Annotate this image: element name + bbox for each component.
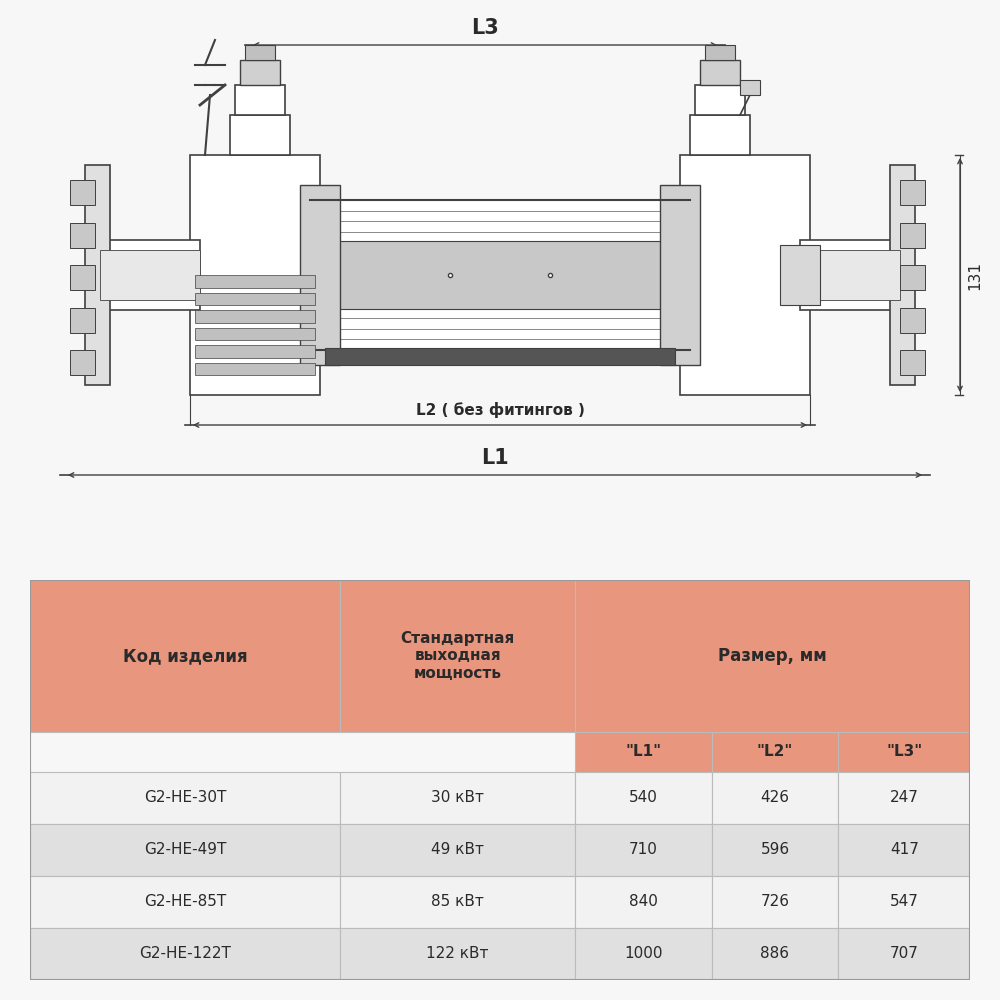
Bar [30,928,340,980]
Bar [575,928,712,980]
Bar [85,165,110,385]
Text: "L3": "L3" [886,744,922,760]
Text: 726: 726 [760,894,789,910]
Text: 30 кВт: 30 кВт [431,790,484,806]
Bar [240,60,280,85]
Bar [712,732,838,772]
Text: G2-HE-122T: G2-HE-122T [139,946,231,962]
Bar [100,250,200,300]
Text: L3: L3 [471,17,499,37]
Bar [300,185,340,365]
Bar [310,241,690,309]
Bar [900,223,925,247]
Bar [838,772,970,824]
Text: "L2": "L2" [757,744,793,760]
Bar [30,824,340,876]
Bar [695,85,745,115]
Text: 49 кВт: 49 кВт [431,842,484,857]
Text: 547: 547 [890,894,919,910]
Text: L2 ( без фитингов ): L2 ( без фитингов ) [416,401,584,418]
Bar [195,345,315,358]
Bar [712,772,838,824]
Bar [70,180,95,205]
Bar [70,350,95,375]
Bar [575,824,712,876]
Text: Стандартная
выходная
мощность: Стандартная выходная мощность [401,631,515,681]
Bar [890,165,915,385]
Bar [195,292,315,305]
Text: 85 кВт: 85 кВт [431,894,484,910]
Bar [712,824,838,876]
Bar [838,732,970,772]
Text: 710: 710 [629,842,658,857]
Bar [700,60,740,85]
Bar [195,310,315,322]
Text: G2-HE-49T: G2-HE-49T [144,842,226,857]
Text: L1: L1 [481,448,509,468]
Bar [340,824,575,876]
Text: 247: 247 [890,790,919,806]
Text: "L1": "L1" [625,744,661,760]
Text: 1000: 1000 [624,946,663,962]
Text: 426: 426 [760,790,789,806]
Text: 596: 596 [760,842,790,857]
Bar [195,328,315,340]
Bar [900,180,925,205]
Bar [575,732,712,772]
Bar [100,240,200,310]
Bar [838,928,970,980]
Text: 840: 840 [629,894,658,910]
Bar [705,45,735,60]
Text: G2-HE-85T: G2-HE-85T [144,894,226,910]
Bar [575,772,712,824]
Bar [740,80,760,95]
Bar [712,928,838,980]
Text: 131: 131 [968,260,982,290]
Bar [800,240,900,310]
Bar [195,275,315,288]
Bar [680,155,810,395]
Bar [575,876,712,928]
Text: 122 кВт: 122 кВт [426,946,489,962]
Bar [780,245,820,305]
Bar [310,200,690,350]
Bar [340,772,575,824]
Bar [900,308,925,332]
Bar [195,362,315,375]
Bar [838,824,970,876]
Bar [325,348,675,365]
Bar [660,185,700,365]
Bar [900,350,925,375]
Bar [340,928,575,980]
Bar [235,85,285,115]
Bar [575,580,970,732]
Bar [30,876,340,928]
Bar [245,45,275,60]
Bar [340,580,575,732]
Bar [70,308,95,332]
Text: G2-HE-30T: G2-HE-30T [144,790,226,806]
Bar [340,876,575,928]
Text: 417: 417 [890,842,919,857]
Text: 886: 886 [760,946,789,962]
Bar [190,155,320,395]
Bar [30,772,340,824]
Bar [800,250,900,300]
Text: 540: 540 [629,790,658,806]
Bar [30,580,340,732]
Bar [838,876,970,928]
Bar [70,265,95,290]
Bar [900,265,925,290]
Text: 707: 707 [890,946,919,962]
Bar [690,115,750,155]
Bar [230,115,290,155]
Text: Код изделия: Код изделия [123,647,247,665]
Bar [70,223,95,247]
Bar [712,876,838,928]
Text: Размер, мм: Размер, мм [718,647,827,665]
